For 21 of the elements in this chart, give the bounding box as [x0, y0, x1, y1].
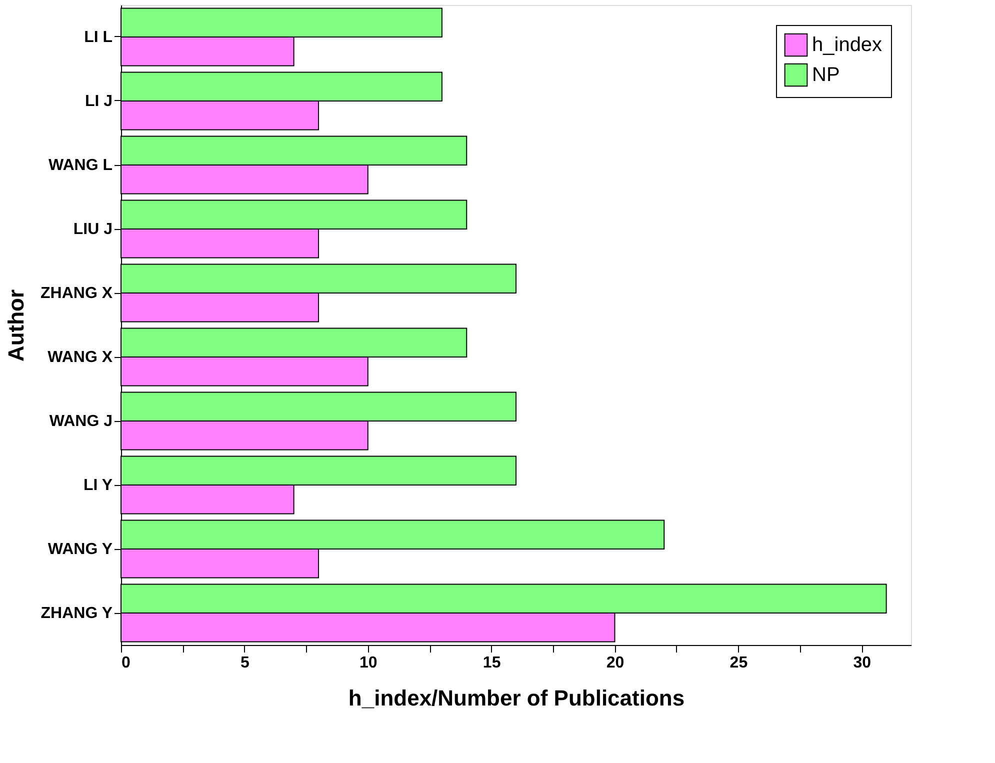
y-tick-label: LI Y	[83, 477, 113, 494]
x-tick-label: 30	[853, 654, 872, 672]
y-tick-label: ZHANG Y	[40, 605, 113, 622]
x-tick-label: 20	[606, 654, 624, 672]
y-tick-label: WANG X	[48, 349, 113, 366]
x-axis-title: h_index/Number of Publications	[348, 686, 685, 710]
x-tick-label: 15	[482, 654, 501, 672]
legend-label: NP	[812, 64, 840, 86]
x-tick-label: 0	[122, 654, 130, 672]
y-axis-title: Author	[4, 289, 28, 362]
y-tick-label: LI L	[84, 29, 113, 46]
x-tick-label: 10	[359, 654, 378, 672]
x-tick-label: 5	[240, 654, 250, 672]
y-tick-label: WANG J	[49, 413, 112, 430]
legend-label: h_index	[812, 34, 882, 56]
y-tick-label: LIU J	[73, 221, 112, 238]
y-tick-label: LI J	[84, 93, 112, 110]
x-tick-label: 25	[730, 654, 748, 672]
y-tick-label: WANG Y	[48, 541, 113, 558]
y-tick-label: WANG L	[48, 157, 113, 174]
y-tick-label: ZHANG X	[40, 285, 113, 302]
